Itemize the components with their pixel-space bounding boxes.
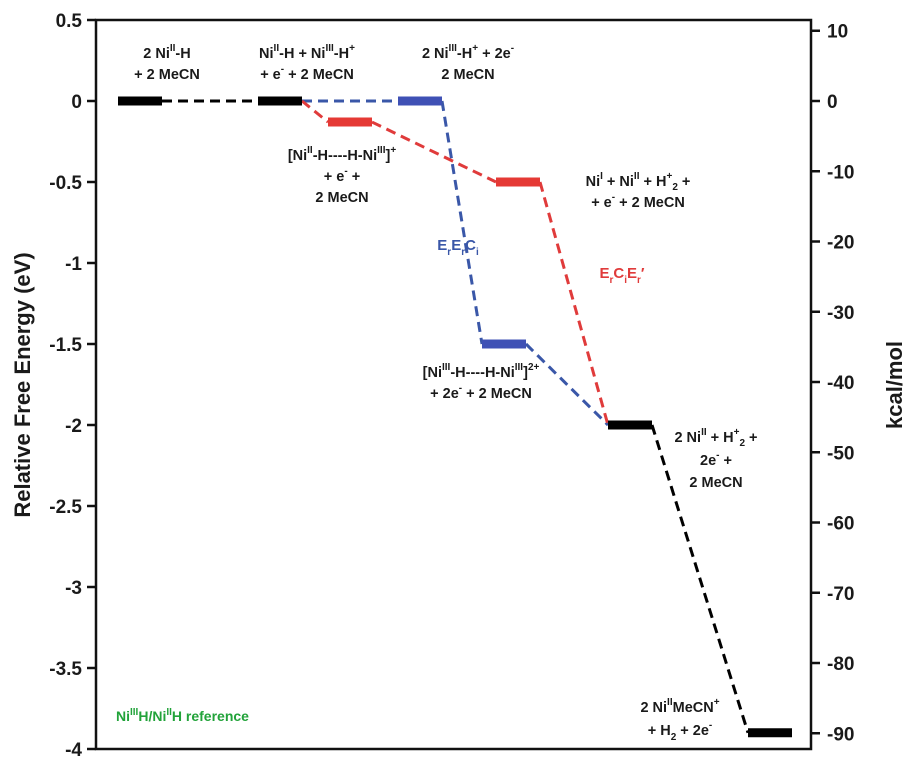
svg-text:2 MeCN: 2 MeCN xyxy=(441,67,494,83)
svg-text:2 MeCN: 2 MeCN xyxy=(315,190,368,206)
svg-text:+ 2 MeCN: + 2 MeCN xyxy=(134,67,200,83)
annotation-level-3: [NiII-H----H-NiIII]+ + e- + 2 MeCN xyxy=(288,145,397,206)
left-tick-label-1: 0 xyxy=(71,92,82,113)
right-tick-label-6: -50 xyxy=(827,443,854,464)
annotation-level-4: 2 NiIII-H+ + 2e- 2 MeCN xyxy=(422,43,514,83)
left-tick-label-5: -2 xyxy=(65,416,82,437)
energy-levels xyxy=(118,96,792,738)
right-tick-label-1: 0 xyxy=(827,92,838,113)
red-pathway-label: ErCiEr′ xyxy=(599,265,644,286)
connector-0-1 xyxy=(440,100,484,345)
right-tick-label-8: -70 xyxy=(827,584,854,605)
left-tick-label-0: 0.5 xyxy=(56,11,83,32)
svg-text:NiI + NiII + H+2 +: NiI + NiII + H+2 + xyxy=(586,171,691,193)
svg-text:+ e- +: + e- + xyxy=(324,166,360,185)
annotation-level-7: 2 NiII + H+2 + 2e- + 2 MeCN xyxy=(674,427,757,491)
right-tick-label-7: -60 xyxy=(827,514,854,535)
left-tick-label-8: -3.5 xyxy=(49,659,82,680)
right-tick-label-4: -30 xyxy=(827,303,854,324)
connector-1-2 xyxy=(538,181,610,426)
svg-text:[NiIII-H----H-NiIII]2+: [NiIII-H----H-NiIII]2+ xyxy=(423,362,540,381)
svg-text:NiII-H + NiIII-H+: NiII-H + NiIII-H+ xyxy=(259,43,355,62)
plot-frame xyxy=(94,18,813,751)
connector-3-0 xyxy=(650,424,750,734)
svg-text:2e- +: 2e- + xyxy=(700,450,732,469)
left-axis-title: Relative Free Energy (eV) xyxy=(10,252,35,517)
connector-lines xyxy=(162,99,750,734)
svg-text:2 MeCN: 2 MeCN xyxy=(689,475,742,491)
svg-text:+ 2e- + 2 MeCN: + 2e- + 2 MeCN xyxy=(430,383,532,402)
right-tick-label-5: -40 xyxy=(827,373,854,394)
right-tick-label-10: -90 xyxy=(827,724,854,745)
svg-text:+ H2 + 2e-: + H2 + 2e- xyxy=(648,720,713,743)
plot-border xyxy=(94,18,813,751)
annotation-level-2: NiII-H + NiIII-H+ + e- + 2 MeCN xyxy=(259,43,355,83)
right-tick-label-3: -20 xyxy=(827,233,854,254)
connector-1-0 xyxy=(301,99,329,124)
blue-pathway-label: ErErCi xyxy=(437,237,479,258)
left-tick-label-2: -0.5 xyxy=(49,173,82,194)
annotation-level-5: NiI + NiII + H+2 + + e- + 2 MeCN xyxy=(586,171,691,211)
annotation-level-8: 2 NiIIMeCN+ + H2 + 2e- xyxy=(640,697,719,743)
annotation-level-6: [NiIII-H----H-NiIII]2+ + 2e- + 2 MeCN xyxy=(423,362,540,402)
svg-text:[NiII-H----H-NiIII]+: [NiII-H----H-NiIII]+ xyxy=(288,145,397,164)
connector-0-2 xyxy=(524,342,610,427)
annotation-level-1: 2 NiII-H + 2 MeCN xyxy=(134,43,200,83)
right-tick-label-0: 10 xyxy=(827,22,848,43)
svg-text:2 NiIII-H+ + 2e-: 2 NiIII-H+ + 2e- xyxy=(422,43,514,62)
svg-text:2 NiII-H: 2 NiII-H xyxy=(143,43,190,62)
reference-label: NiIIIH/NiIIH reference xyxy=(116,707,249,724)
svg-text:2 NiIIMeCN+: 2 NiIIMeCN+ xyxy=(640,697,719,716)
right-tick-label-9: -80 xyxy=(827,654,854,675)
left-tick-label-3: -1 xyxy=(65,254,82,275)
left-tick-label-9: -4 xyxy=(65,740,82,759)
left-tick-label-4: -1.5 xyxy=(49,335,82,356)
axis-ticks: 0.5 0 -0.5 -1 -1.5 -2 -2.5 -3 -3.5 -4 10 0 -10 -20 -30… xyxy=(49,11,854,759)
svg-text:+ e- + 2 MeCN: + e- + 2 MeCN xyxy=(260,64,354,83)
connector-1-1 xyxy=(371,120,497,184)
svg-text:+ e- + 2 MeCN: + e- + 2 MeCN xyxy=(591,192,685,211)
right-tick-label-2: -10 xyxy=(827,162,854,183)
right-axis-title: kcal/mol xyxy=(882,341,907,429)
left-tick-label-6: -2.5 xyxy=(49,497,82,518)
svg-text:2 NiII + H+2 +: 2 NiII + H+2 + xyxy=(674,427,757,449)
left-tick-label-7: -3 xyxy=(65,578,82,599)
